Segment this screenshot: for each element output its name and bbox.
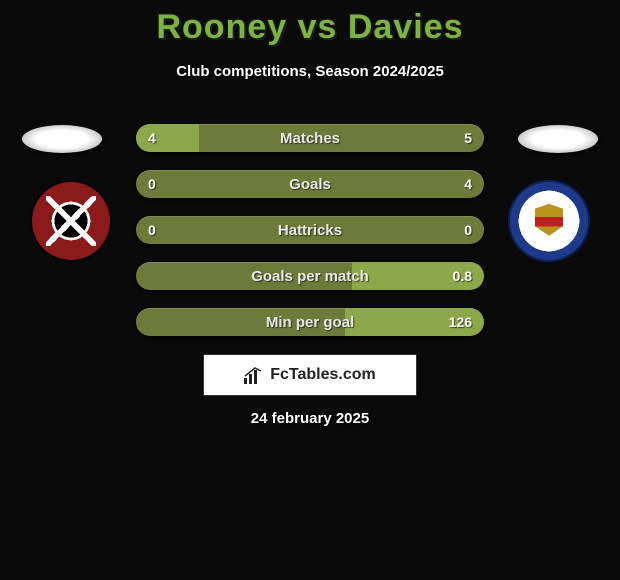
player-left-flag <box>22 125 102 153</box>
stat-label: Goals <box>136 170 484 198</box>
stat-value-right: 5 <box>464 124 472 152</box>
stat-bar: 4Matches5 <box>136 124 484 152</box>
fctables-logo[interactable]: FcTables.com <box>203 354 417 396</box>
stat-value-right: 0 <box>464 216 472 244</box>
club-badge-left <box>30 180 112 262</box>
stat-label: Goals per match <box>136 262 484 290</box>
stat-value-right: 126 <box>449 308 472 336</box>
stat-label: Min per goal <box>136 308 484 336</box>
chart-icon <box>244 366 264 384</box>
player-right-flag <box>518 125 598 153</box>
stat-label: Hattricks <box>136 216 484 244</box>
date-text: 24 february 2025 <box>0 410 620 427</box>
subtitle: Club competitions, Season 2024/2025 <box>0 63 620 80</box>
page-title: Rooney vs Davies <box>0 0 620 47</box>
club-badge-right <box>508 180 590 262</box>
stat-bar: Goals per match0.8 <box>136 262 484 290</box>
logo-text: FcTables.com <box>270 366 376 384</box>
stat-label: Matches <box>136 124 484 152</box>
stat-value-right: 4 <box>464 170 472 198</box>
stat-bars-container: 4Matches50Goals40Hattricks0Goals per mat… <box>136 124 484 354</box>
stat-bar: Min per goal126 <box>136 308 484 336</box>
stat-bar: 0Hattricks0 <box>136 216 484 244</box>
stat-bar: 0Goals4 <box>136 170 484 198</box>
stat-value-right: 0.8 <box>453 262 472 290</box>
